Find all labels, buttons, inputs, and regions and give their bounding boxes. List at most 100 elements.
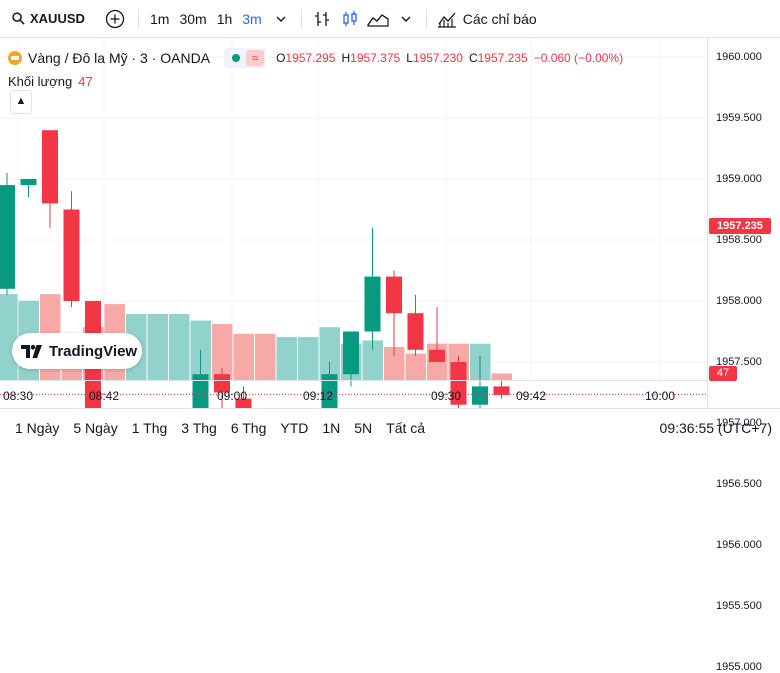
wave-icon: ≈	[246, 50, 265, 66]
close-key: C	[468, 51, 478, 65]
volume-bar	[0, 294, 18, 380]
volume-legend: Khối lượng 47	[8, 74, 93, 89]
price-tick-label: 1955.500	[716, 600, 762, 612]
tradingview-logo-icon	[21, 344, 42, 358]
candle-body	[192, 374, 209, 408]
volume-value: 47	[78, 74, 93, 89]
symbol-label: XAUUSD	[30, 11, 85, 26]
chart-legend: Vàng / Đô la Mỹ · 3 · OANDA ≈ O1957.295 …	[8, 48, 623, 68]
candle-body	[407, 313, 424, 350]
price-tick-label: 1959.500	[716, 112, 762, 124]
timeframe-1h[interactable]: 1h	[216, 10, 233, 27]
candles-icon	[343, 10, 357, 26]
range-5-years[interactable]: 5N	[354, 419, 373, 436]
time-scale[interactable]: 08:30 08:42 09:00 09:12 09:30 09:42 10:00	[0, 380, 707, 408]
timeframe-30m[interactable]: 30m	[179, 10, 207, 27]
range-1-day[interactable]: 1 Ngày	[15, 419, 60, 436]
range-ytd[interactable]: YTD	[280, 419, 309, 436]
volume-bar	[405, 353, 426, 380]
volume-bar	[212, 323, 233, 380]
price-tick-label: 1956.000	[716, 539, 762, 551]
timeframe-dropdown[interactable]	[267, 0, 295, 38]
change-value: −0.060 (−0.00%)	[533, 51, 624, 65]
compare-symbol-button[interactable]	[98, 0, 132, 38]
volume-bar	[491, 373, 512, 380]
timeframe-1m[interactable]: 1m	[150, 10, 170, 27]
low-key: L	[406, 51, 413, 65]
indicators-label: Các chỉ báo	[462, 10, 537, 27]
high-value: 1957.375	[350, 51, 401, 65]
candle-body	[20, 179, 37, 186]
chevron-down-icon	[401, 16, 411, 22]
symbol-search[interactable]: XAUUSD	[0, 0, 98, 38]
range-5-days[interactable]: 5 Ngày	[73, 419, 118, 436]
symbol-description: Vàng / Đô la Mỹ · 3 · OANDA	[28, 50, 211, 66]
time-tick-label: 09:12	[302, 389, 334, 403]
volume-bar	[147, 314, 168, 380]
range-1-month[interactable]: 1 Thg	[131, 419, 168, 436]
candle-body	[386, 276, 402, 314]
volume-bar	[384, 347, 405, 380]
tradingview-logo[interactable]: TradingView	[12, 333, 142, 369]
range-3-months[interactable]: 3 Thg	[181, 419, 217, 436]
price-tick-label: 1956.500	[716, 478, 762, 490]
bottom-toolbar: 1 Ngày 5 Ngày 1 Thg 3 Thg 6 Thg YTD 1N 5…	[0, 408, 780, 446]
market-status-pill[interactable]: ≈	[224, 48, 267, 68]
area-style-button[interactable]	[364, 0, 392, 38]
bars-icon	[314, 11, 329, 26]
price-tick-label: 1957.000	[716, 417, 762, 429]
top-toolbar: XAUUSD 1m 30m 1h 3m Các chỉ báo	[0, 0, 780, 38]
open-value: 1957.295	[285, 51, 336, 65]
collapse-legend-button[interactable]: ▲	[10, 90, 32, 114]
candle-body	[364, 276, 381, 332]
plus-circle-icon	[105, 9, 125, 28]
indicators-icon	[437, 12, 456, 28]
price-tick-label: 1957.500	[716, 356, 762, 368]
market-open-dot-icon	[232, 54, 241, 62]
chart-type-dropdown[interactable]	[392, 0, 420, 38]
candle-body	[0, 185, 15, 289]
range-all[interactable]: Tất cả	[386, 419, 426, 436]
tradingview-logo-text: TradingView	[49, 342, 138, 360]
close-value: 1957.235	[477, 51, 528, 65]
time-tick-label: 09:42	[515, 389, 547, 403]
ohlc-values: O1957.295 H1957.375 L1957.230 C1957.235 …	[276, 51, 623, 65]
volume-bar	[169, 314, 190, 380]
candle-body	[472, 386, 488, 405]
candle-body	[321, 374, 338, 408]
time-tick-label: 08:30	[2, 389, 34, 403]
bar-style-button[interactable]	[308, 0, 336, 38]
divider	[138, 8, 139, 29]
volume-bar	[233, 333, 254, 380]
candle-body	[42, 130, 58, 204]
current-volume-label: 47	[709, 366, 737, 381]
indicators-button[interactable]: Các chỉ báo	[433, 0, 537, 38]
time-tick-label: 10:00	[644, 389, 676, 403]
range-6-months[interactable]: 6 Thg	[230, 419, 267, 436]
volume-bar	[319, 327, 340, 380]
price-tick-label: 1958.500	[716, 234, 762, 246]
candle-body	[343, 331, 359, 375]
candle-body	[493, 386, 510, 395]
candle-body	[63, 209, 80, 301]
candle-body	[214, 374, 230, 393]
range-1-year[interactable]: 1N	[322, 419, 341, 436]
price-tick-label: 1959.000	[716, 173, 762, 185]
candle-style-button[interactable]	[336, 0, 364, 38]
high-key: H	[341, 51, 351, 65]
volume-label: Khối lượng	[8, 74, 73, 89]
low-value: 1957.230	[412, 51, 463, 65]
time-tick-label: 08:42	[88, 389, 120, 403]
search-icon	[12, 12, 25, 25]
price-tick-label: 1958.000	[716, 295, 762, 307]
time-tick-label: 09:00	[216, 389, 248, 403]
chevron-up-icon: ▲	[15, 95, 27, 107]
volume-bar	[298, 337, 319, 380]
timeframe-3m[interactable]: 3m	[242, 10, 262, 27]
volume-bar	[362, 340, 383, 380]
gold-symbol-icon	[8, 51, 22, 65]
divider	[425, 8, 427, 29]
chevron-down-icon	[276, 16, 286, 22]
candle-body	[235, 398, 252, 408]
clock-timezone[interactable]: 09:36:55 (UTC+7)	[659, 420, 772, 436]
